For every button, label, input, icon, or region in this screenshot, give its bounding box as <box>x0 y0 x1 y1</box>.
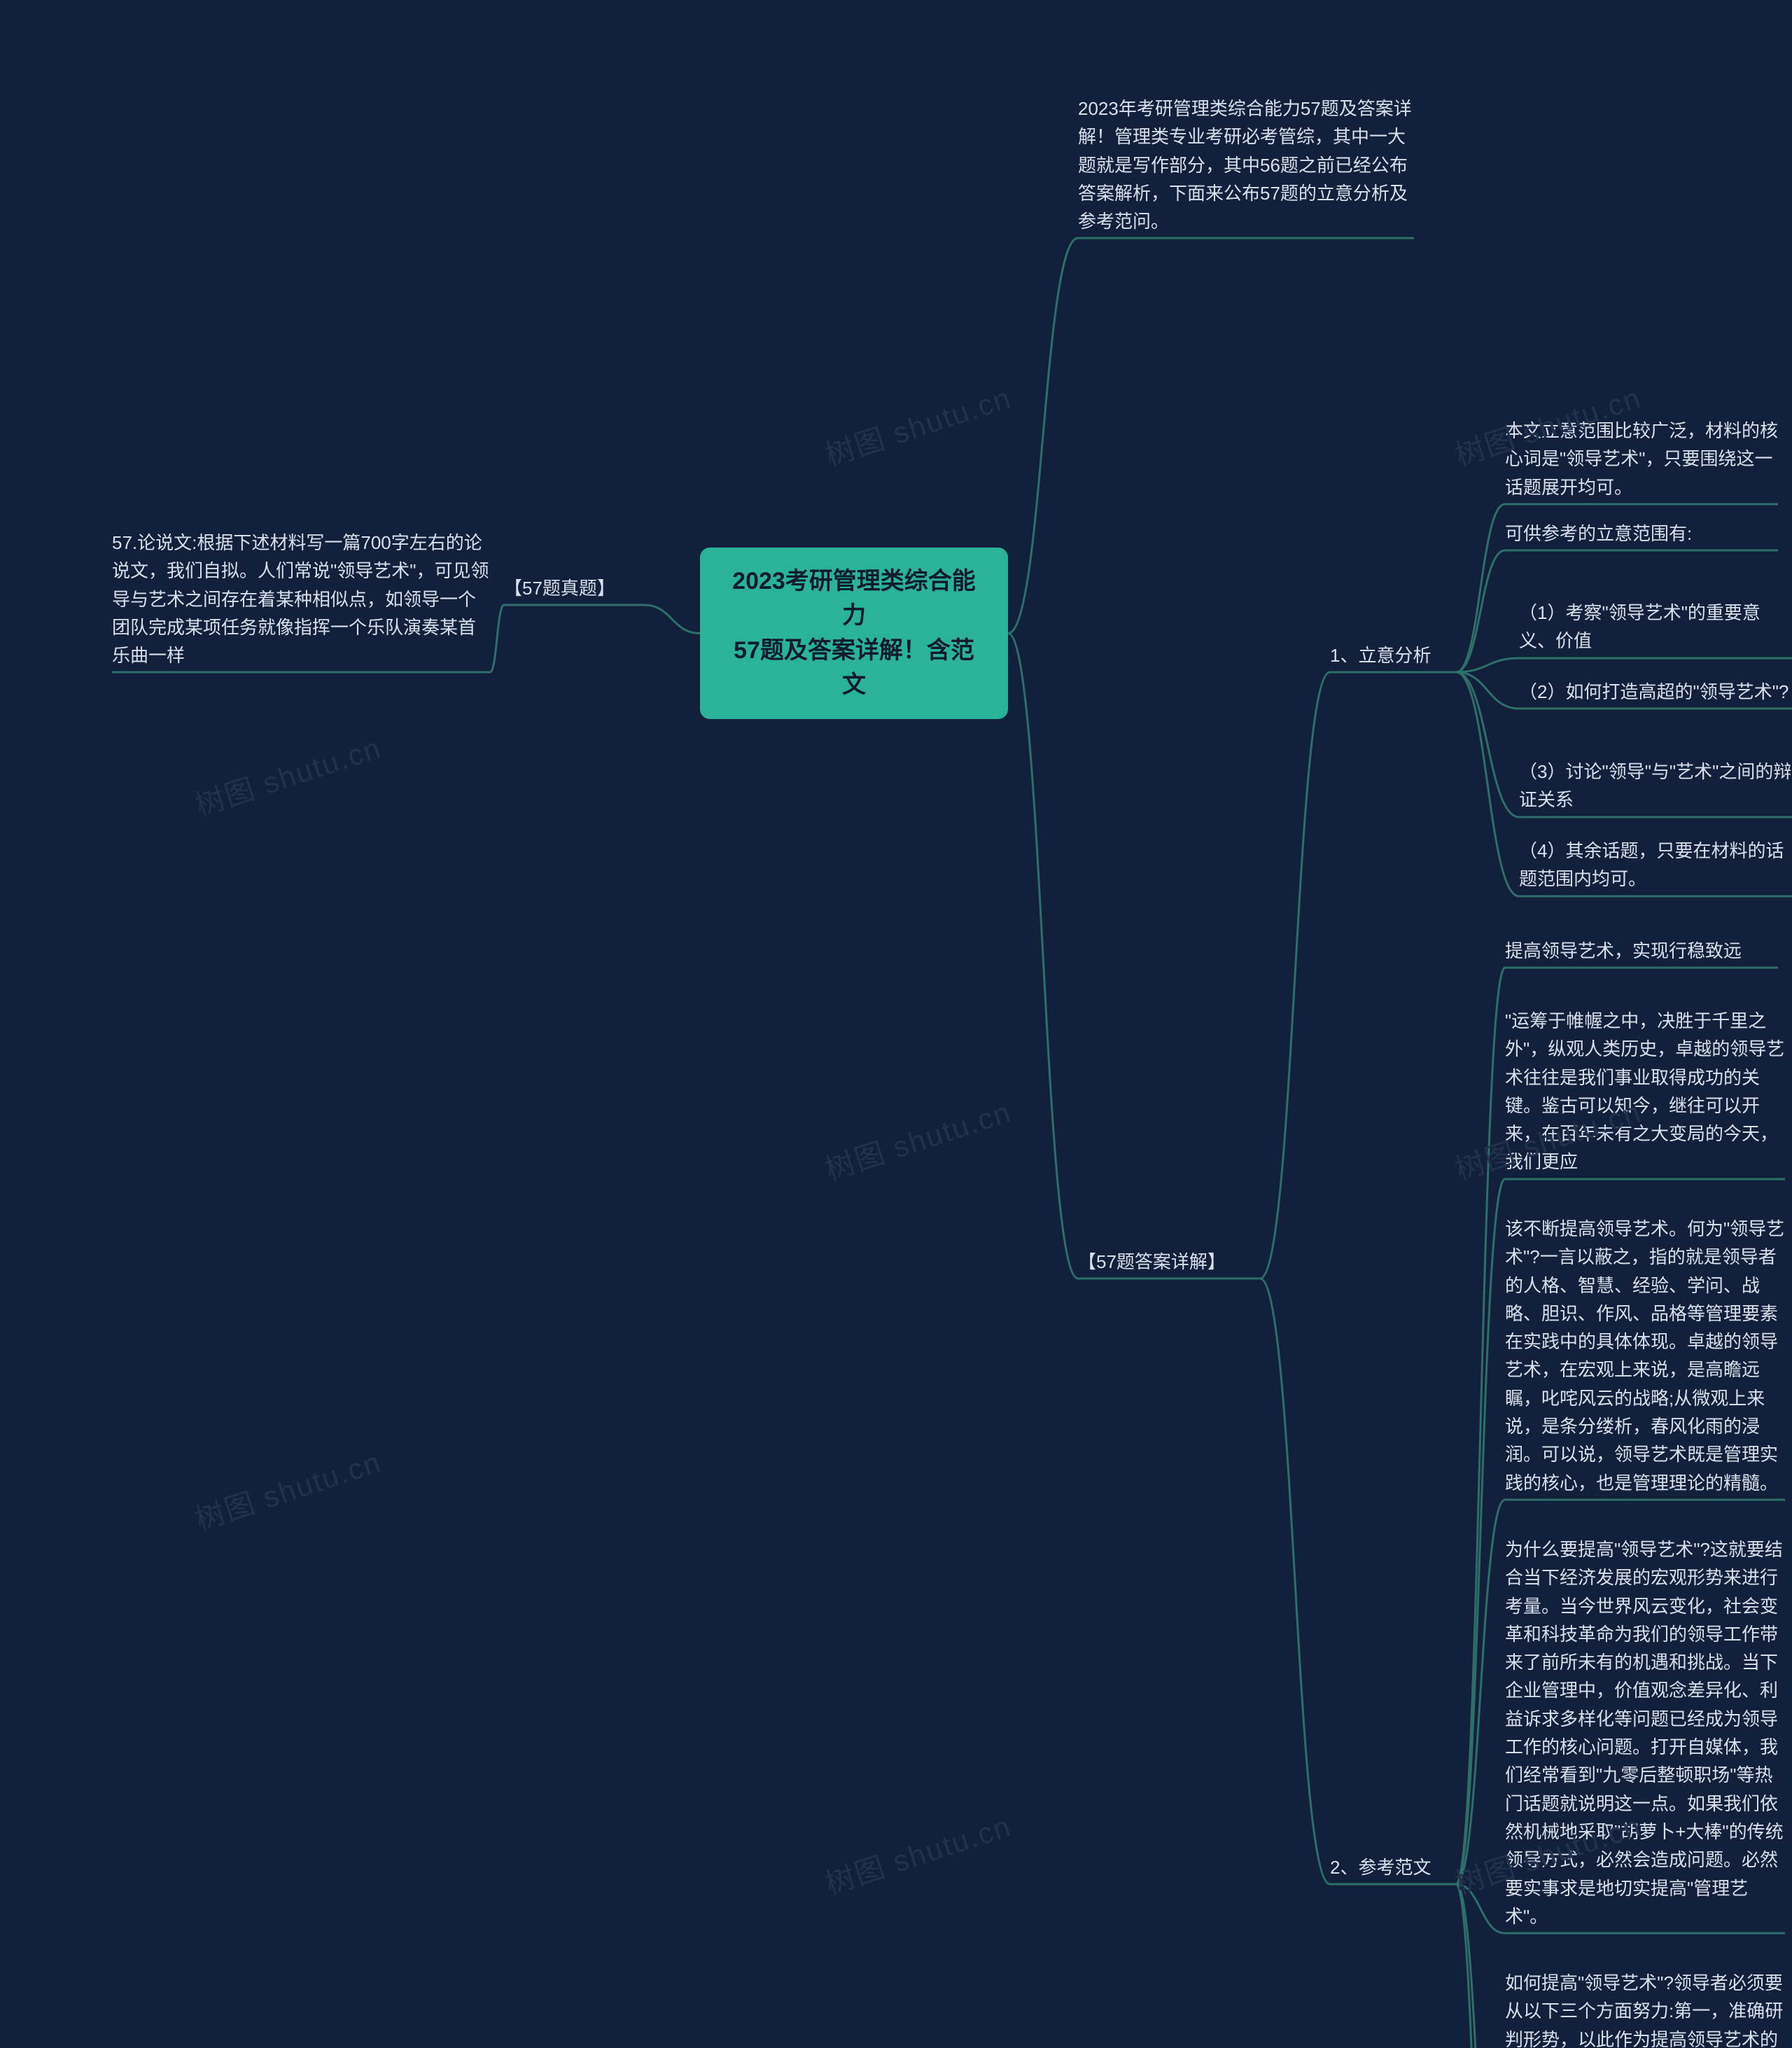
essay-leaf-1: "运筹于帷幄之中，决胜于千里之外"，纵观人类历史，卓越的领导艺术往往是我们事业取… <box>1505 1007 1785 1176</box>
analysis-leaf-0: 本文立意范围比较广泛，材料的核心词是"领导艺术"，只要围绕这一话题展开均可。 <box>1505 417 1778 501</box>
analysis-leaf-2: （1）考察"领导艺术"的重要意义、价值 <box>1519 599 1792 655</box>
left-leaf: 57.论说文:根据下述材料写一篇700字左右的论说文，我们自拟。人们常说"领导艺… <box>112 529 490 669</box>
essay-leaf-3: 为什么要提高"领导艺术"?这就要结合当下经济发展的宏观形势来进行考量。当今世界风… <box>1505 1535 1785 1930</box>
essay-leaf-0: 提高领导艺术，实现行稳致远 <box>1505 937 1778 965</box>
essay-leaf-2: 该不断提高领导艺术。何为"领导艺术"?一言以蔽之，指的就是领导者的人格、智慧、经… <box>1505 1215 1785 1497</box>
left-branch-label: 【57题真题】 <box>504 574 644 602</box>
center-line1: 2023考研管理类综合能力 <box>724 564 984 634</box>
analysis-leaf-5: （4）其余话题，只要在材料的话题范围内均可。 <box>1519 837 1792 893</box>
analysis-branch-label: 1、立意分析 <box>1330 641 1456 669</box>
center-line2: 57题及答案详解！含范文 <box>724 634 984 703</box>
analysis-leaf-4: （3）讨论"领导"与"艺术"之间的辩证关系 <box>1519 758 1792 814</box>
analysis-leaf-1: 可供参考的立意范围有: <box>1505 520 1778 548</box>
right-branch-label: 【57题答案详解】 <box>1078 1248 1260 1276</box>
essay-leaf-4: 如何提高"领导艺术"?领导者必须要从以下三个方面努力:第一，准确研判形势，以此作… <box>1505 1969 1785 2048</box>
sample-essay-branch-label: 2、参考范文 <box>1330 1853 1456 1881</box>
center-node: 2023考研管理类综合能力 57题及答案详解！含范文 <box>700 548 1008 719</box>
right-intro: 2023年考研管理类综合能力57题及答案详解！管理类专业考研必考管综，其中一大题… <box>1078 95 1414 235</box>
analysis-leaf-3: （2）如何打造高超的"领导艺术"? <box>1519 678 1792 706</box>
